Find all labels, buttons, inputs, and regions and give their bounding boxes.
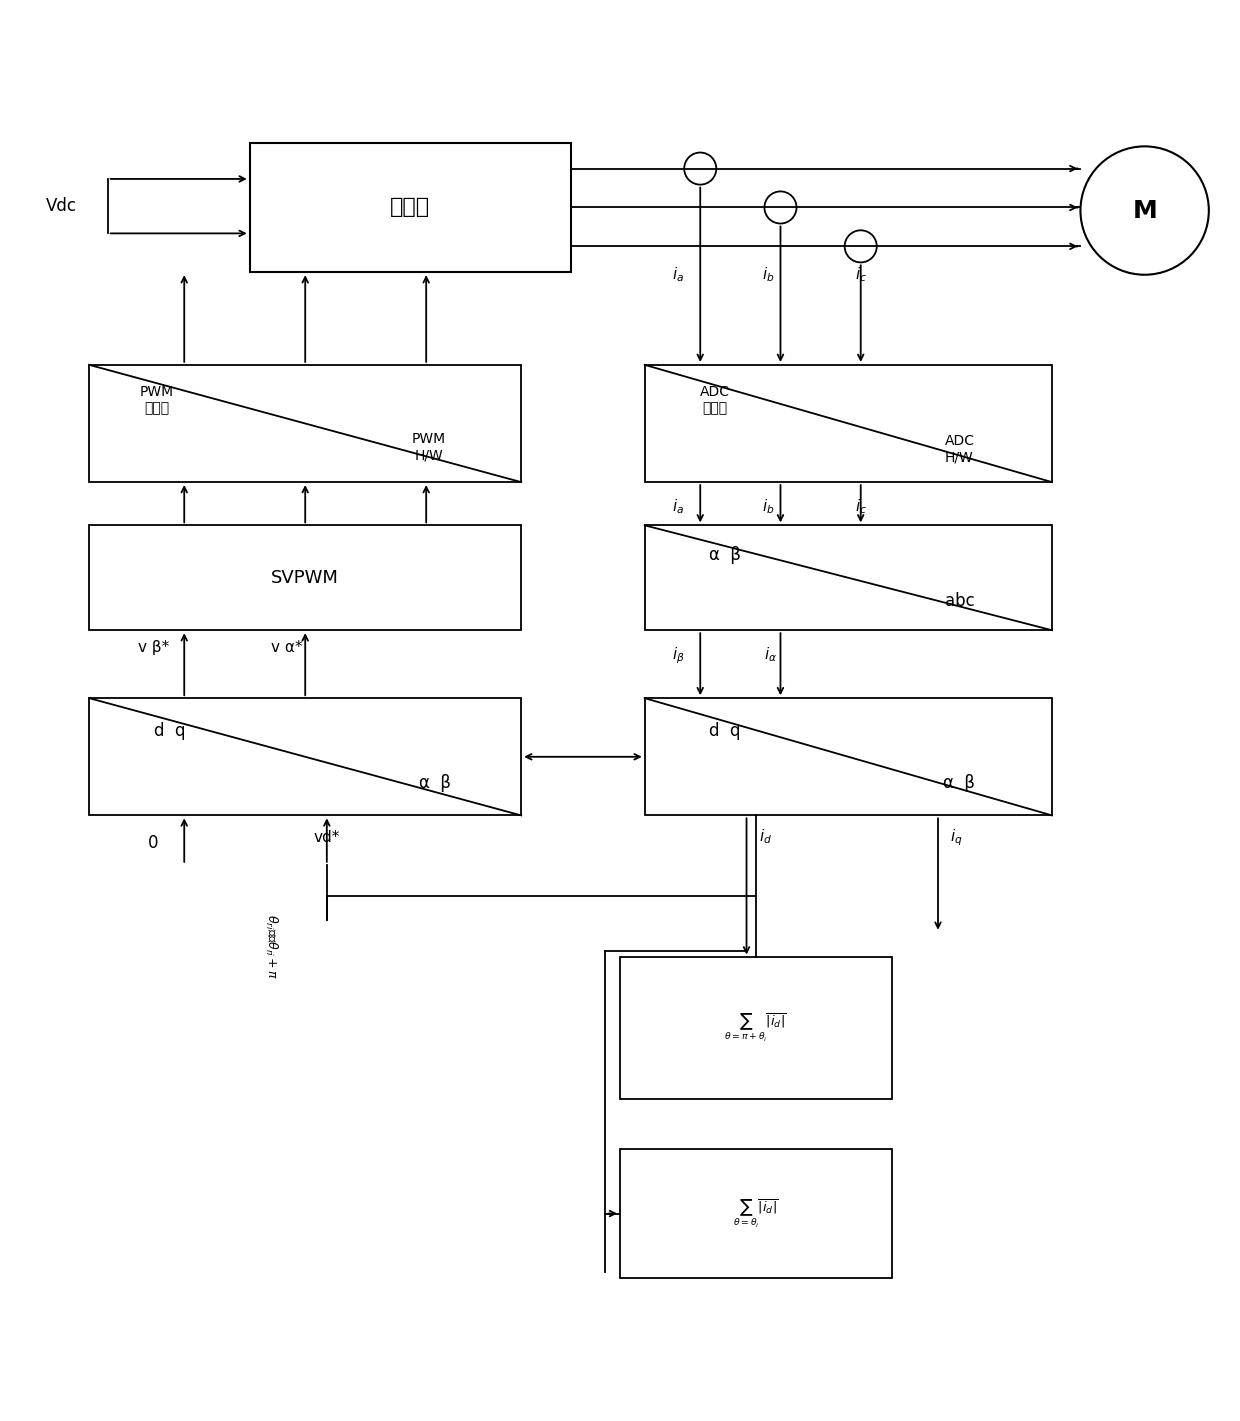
- Bar: [645, 365, 1052, 482]
- Bar: [89, 698, 521, 816]
- Text: $i_b$: $i_b$: [761, 497, 774, 516]
- Text: 0: 0: [148, 834, 159, 851]
- Text: $i_α$: $i_α$: [764, 645, 777, 664]
- Bar: [89, 526, 521, 631]
- Text: M: M: [1132, 199, 1157, 223]
- Text: α  β: α β: [419, 773, 451, 791]
- Text: $i_b$: $i_b$: [761, 264, 774, 284]
- Text: $\sum_{\theta=\pi+\theta_i}\overline{|i_d|}$: $\sum_{\theta=\pi+\theta_i}\overline{|i_…: [724, 1012, 787, 1044]
- Text: v α*: v α*: [270, 639, 303, 655]
- Text: $i_a$: $i_a$: [672, 264, 684, 284]
- Text: ADC
H/W: ADC H/W: [945, 435, 975, 465]
- Text: vd*: vd*: [314, 830, 340, 845]
- Text: Vdc: Vdc: [46, 198, 77, 215]
- Text: v β*: v β*: [138, 639, 169, 655]
- Text: $i_β$: $i_β$: [672, 645, 684, 665]
- Text: $i_q$: $i_q$: [950, 828, 963, 848]
- Text: $i_a$: $i_a$: [672, 497, 684, 516]
- Text: PWM
H/W: PWM H/W: [412, 432, 445, 462]
- Text: $i_c$: $i_c$: [854, 264, 867, 284]
- Text: $i_d$: $i_d$: [759, 828, 773, 847]
- Bar: [89, 365, 521, 482]
- Bar: [620, 1148, 892, 1279]
- Text: d  q: d q: [154, 722, 185, 740]
- Bar: [249, 142, 570, 273]
- Text: α  β: α β: [709, 546, 742, 564]
- Text: ADC
驱动器: ADC 驱动器: [701, 385, 730, 415]
- Bar: [645, 698, 1052, 816]
- Text: $\theta_{ri}$或者$\theta_{ri}+\pi$: $\theta_{ri}$或者$\theta_{ri}+\pi$: [263, 914, 279, 979]
- Text: α  β: α β: [944, 773, 976, 791]
- Bar: [645, 526, 1052, 631]
- Bar: [620, 958, 892, 1100]
- Text: abc: abc: [945, 593, 975, 610]
- Text: PWM
驱动器: PWM 驱动器: [140, 385, 174, 415]
- Text: d  q: d q: [709, 722, 740, 740]
- Text: 逆变器: 逆变器: [391, 198, 430, 217]
- Text: $i_c$: $i_c$: [854, 497, 867, 516]
- Text: SVPWM: SVPWM: [272, 568, 340, 587]
- Text: $\sum_{\theta=\theta_i}\overline{|i_d|}$: $\sum_{\theta=\theta_i}\overline{|i_d|}$: [733, 1198, 779, 1229]
